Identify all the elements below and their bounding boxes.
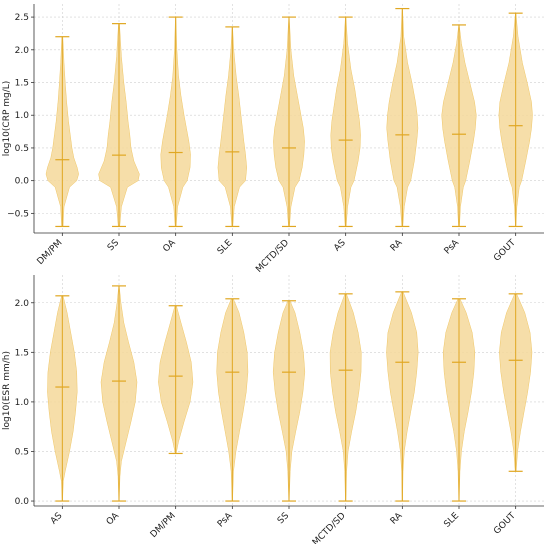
x-category-label: AS [332,238,348,254]
y-tick-label: 1.0 [15,111,30,121]
x-category-label: SS [106,238,121,253]
x-category-label: RA [389,237,405,253]
x-category-label: SS [276,511,291,526]
x-category-label: DM/PM [149,511,178,540]
y-tick-label: 0.0 [15,497,30,507]
x-category-label: GOUT [492,238,518,264]
x-category-label: DM/PM [36,238,65,267]
x-category-label: MCTD/SD [254,238,291,275]
y-tick-label: 2.0 [15,46,30,56]
y-axis-label: log10(CRP mg/L) [2,81,12,157]
x-category-label: MCTD/SD [311,511,348,544]
y-tick-label: 2.5 [15,13,29,23]
x-category-label: PsA [216,510,235,529]
y-tick-label: 1.5 [15,79,29,89]
x-category-label: PsA [443,237,462,256]
x-category-label: SLE [442,511,461,530]
y-tick-label: 0.5 [15,144,29,154]
y-tick-label: 2.0 [15,299,30,309]
x-category-label: OA [161,237,178,254]
x-category-label: RA [389,510,405,526]
y-tick-label: 1.5 [15,348,29,358]
y-tick-label: −0.5 [7,209,29,219]
y-tick-label: 1.0 [15,398,30,408]
x-category-label: GOUT [492,511,518,537]
esr-violin-panel: 0.0 0.5 1.0 1.5 2.0 AS OA DM/PM PsA SS MCTD/SD RA SL… [2,275,544,544]
x-category-label: SLE [216,238,235,257]
x-category-label: OA [105,510,122,527]
crp-violin-panel: −0.5 0.0 0.5 1.0 1.5 2.0 2.5 DM/PM SS OA SLE MCTD/S… [2,4,544,275]
y-tick-label: 0.0 [15,177,30,187]
y-tick-label: 0.5 [15,447,29,457]
y-axis-label: log10(ESR mm/h) [2,351,12,430]
x-category-label: AS [49,511,65,527]
